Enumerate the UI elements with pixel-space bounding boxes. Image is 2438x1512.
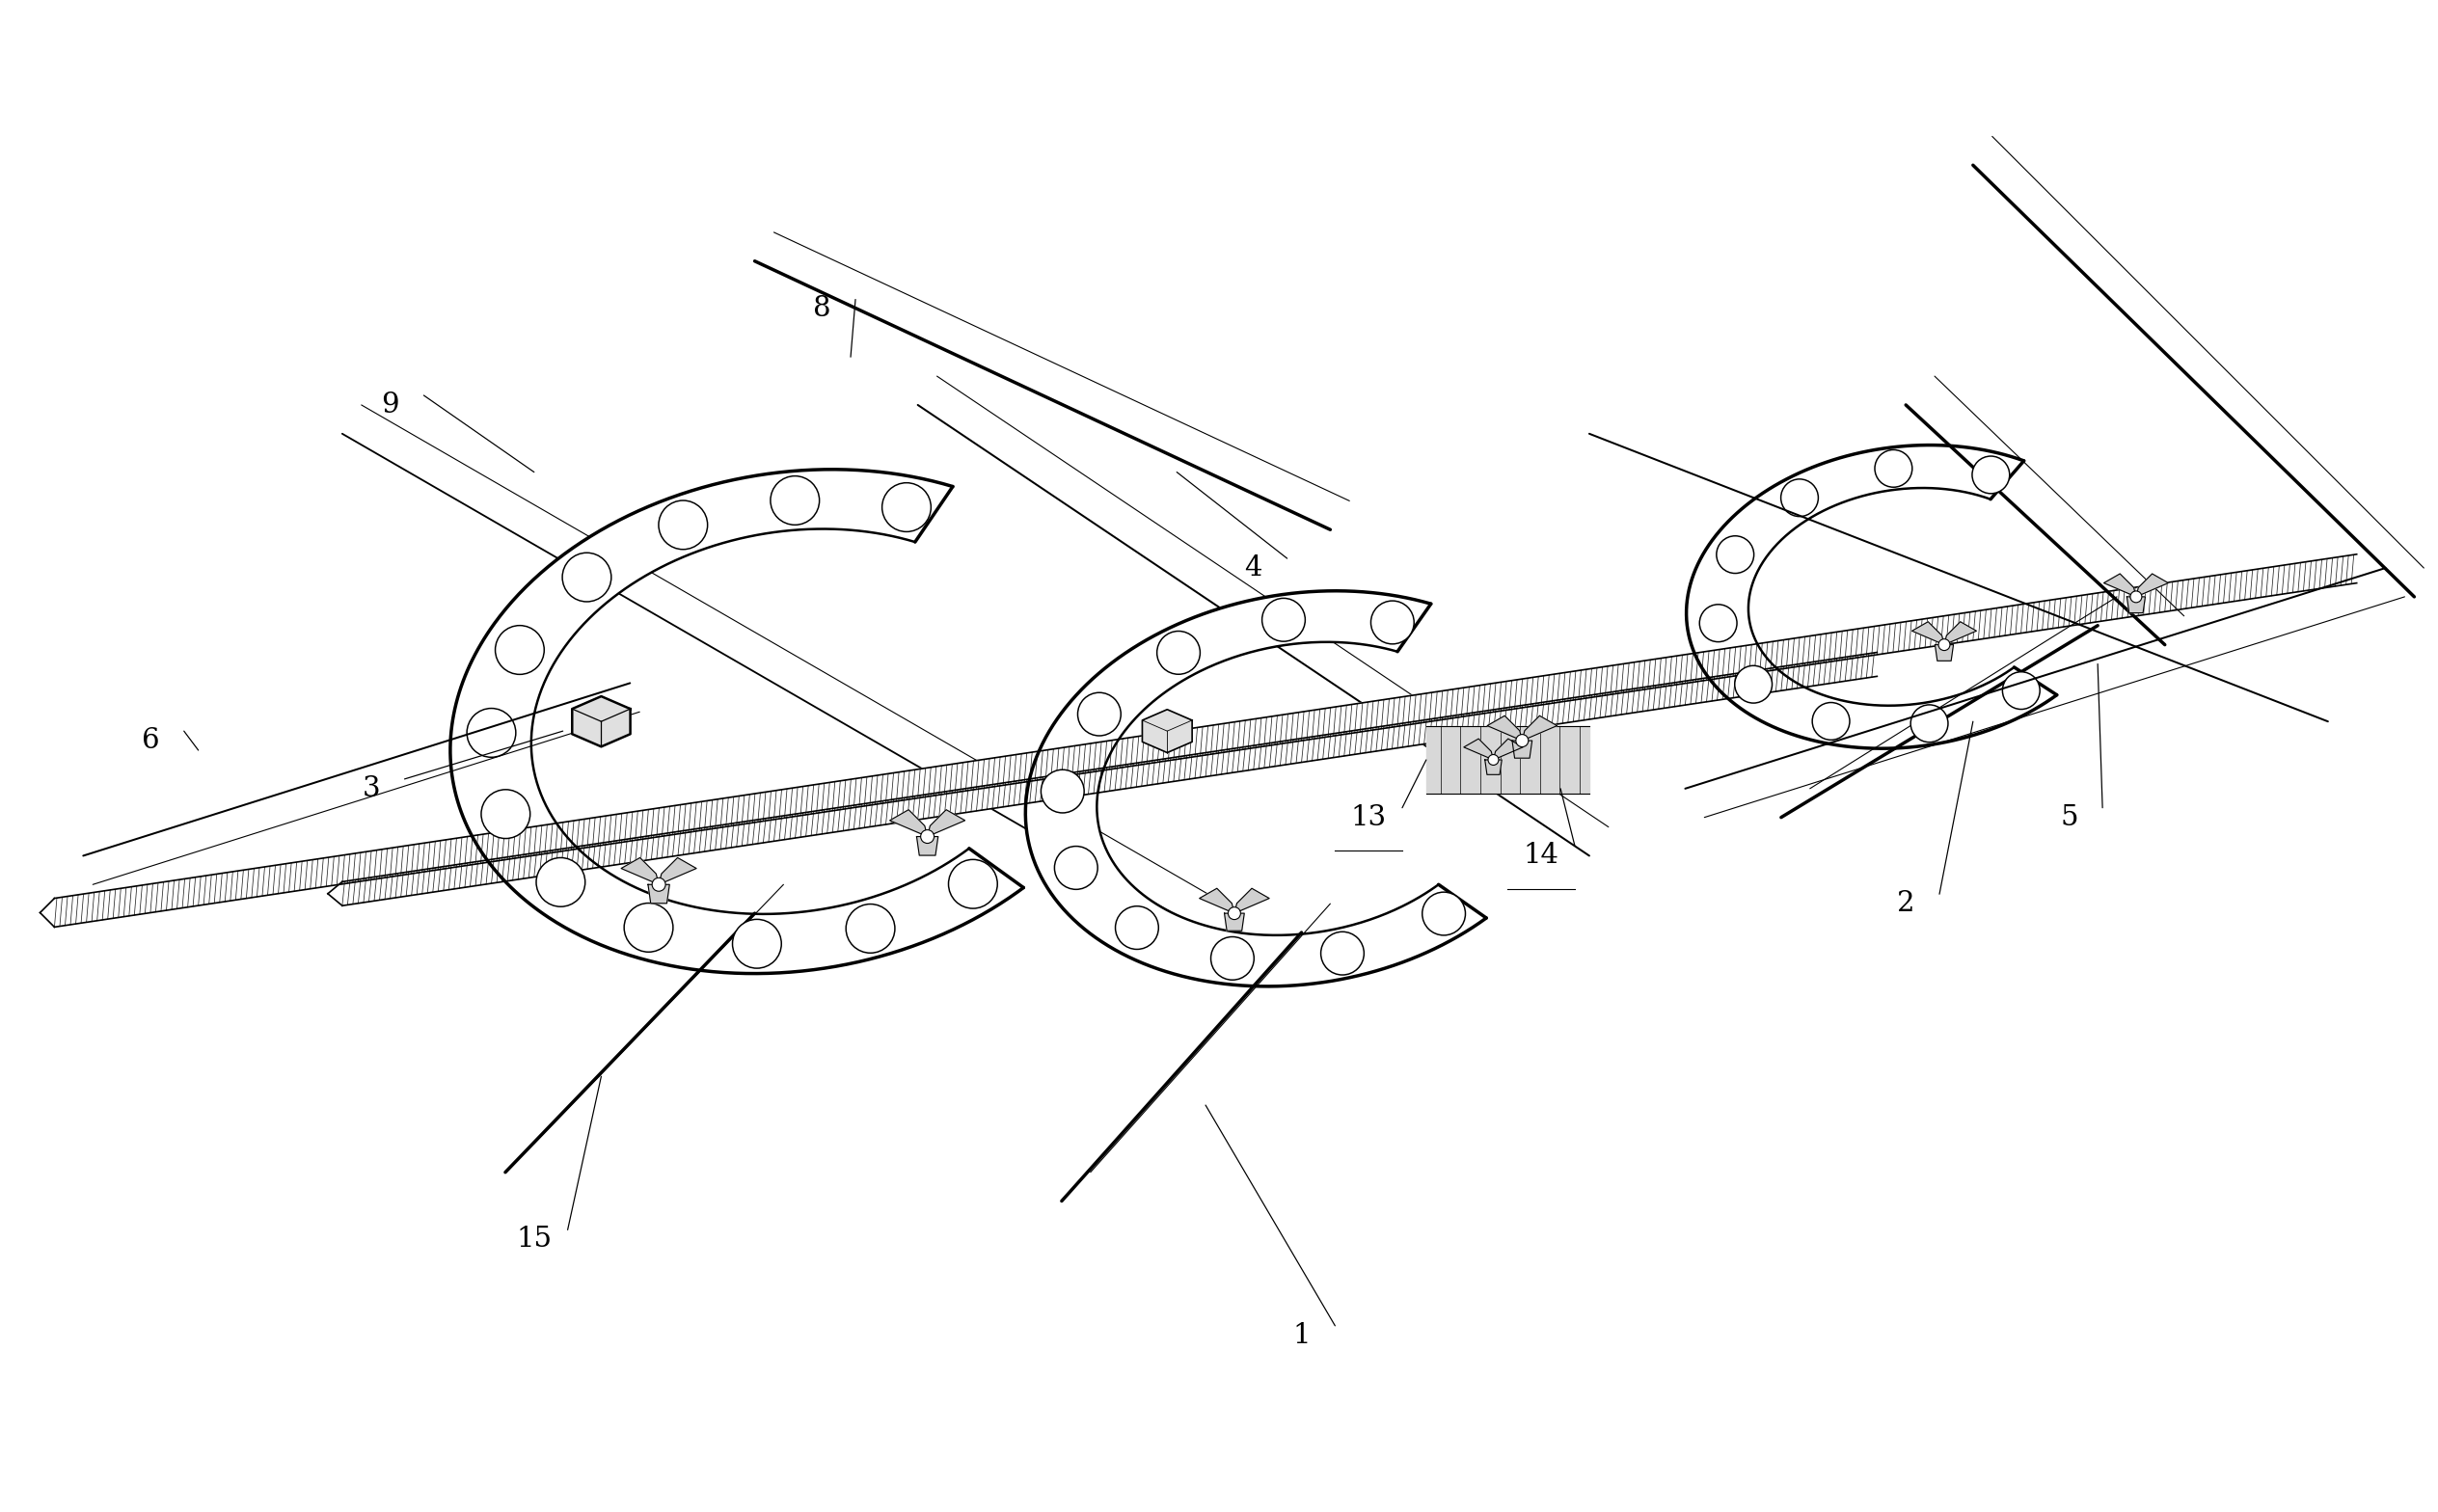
Polygon shape	[2104, 573, 2136, 597]
Polygon shape	[1426, 726, 1590, 794]
Circle shape	[731, 919, 783, 968]
Circle shape	[1212, 937, 1253, 980]
Circle shape	[1321, 931, 1363, 975]
Circle shape	[1516, 735, 1529, 747]
Polygon shape	[1234, 889, 1270, 913]
Circle shape	[922, 830, 934, 844]
Text: 2: 2	[1897, 891, 1914, 918]
Polygon shape	[341, 652, 1877, 906]
Circle shape	[480, 789, 529, 839]
Polygon shape	[451, 469, 1024, 974]
Circle shape	[1263, 599, 1304, 641]
Polygon shape	[1494, 739, 1524, 761]
Circle shape	[658, 500, 707, 549]
Text: 3: 3	[361, 776, 380, 801]
Circle shape	[1056, 847, 1097, 889]
Circle shape	[770, 476, 819, 525]
Polygon shape	[54, 555, 2358, 927]
Circle shape	[2131, 591, 2143, 603]
Circle shape	[883, 482, 931, 532]
Polygon shape	[1026, 591, 1487, 986]
Polygon shape	[1521, 715, 1558, 741]
Circle shape	[1421, 892, 1465, 936]
Polygon shape	[1512, 741, 1531, 758]
Circle shape	[1041, 770, 1085, 813]
Circle shape	[1972, 457, 2009, 493]
Circle shape	[466, 708, 517, 758]
Polygon shape	[1143, 709, 1192, 753]
Circle shape	[1158, 631, 1199, 674]
Polygon shape	[1687, 445, 2058, 748]
Circle shape	[563, 553, 612, 602]
Polygon shape	[1199, 889, 1234, 913]
Polygon shape	[2136, 573, 2167, 597]
Circle shape	[1811, 703, 1850, 739]
Polygon shape	[1911, 621, 1943, 644]
Polygon shape	[1485, 761, 1502, 774]
Circle shape	[536, 857, 585, 907]
Circle shape	[846, 904, 895, 953]
Circle shape	[1699, 605, 1736, 643]
Circle shape	[1716, 535, 1753, 573]
Text: 14: 14	[1524, 842, 1560, 869]
Polygon shape	[1943, 621, 1977, 644]
Polygon shape	[1936, 644, 1953, 661]
Circle shape	[495, 626, 544, 674]
Circle shape	[1736, 665, 1772, 703]
Text: 1: 1	[1292, 1321, 1309, 1349]
Polygon shape	[917, 836, 939, 856]
Polygon shape	[2126, 597, 2145, 612]
Circle shape	[1078, 692, 1121, 736]
Circle shape	[1370, 600, 1414, 644]
Text: 9: 9	[380, 392, 400, 419]
Polygon shape	[658, 857, 697, 885]
Polygon shape	[926, 810, 965, 836]
Circle shape	[2002, 671, 2041, 709]
Polygon shape	[890, 810, 926, 836]
Text: 6: 6	[141, 727, 158, 754]
Text: 15: 15	[517, 1226, 551, 1253]
Circle shape	[1487, 754, 1499, 765]
Text: 4: 4	[1246, 555, 1263, 582]
Polygon shape	[1463, 739, 1494, 761]
Circle shape	[948, 859, 997, 909]
Text: 5: 5	[2060, 804, 2077, 832]
Polygon shape	[1224, 913, 1243, 931]
Circle shape	[1911, 705, 1948, 742]
Circle shape	[624, 903, 673, 953]
Polygon shape	[573, 697, 631, 747]
Circle shape	[1780, 479, 1819, 517]
Circle shape	[1229, 907, 1241, 919]
Circle shape	[1875, 449, 1911, 487]
Text: 13: 13	[1351, 804, 1387, 832]
Circle shape	[651, 878, 666, 891]
Circle shape	[1114, 906, 1158, 950]
Polygon shape	[622, 857, 658, 885]
Text: 8: 8	[812, 295, 831, 322]
Circle shape	[1938, 640, 1950, 650]
Polygon shape	[1487, 715, 1521, 741]
Polygon shape	[649, 885, 670, 903]
